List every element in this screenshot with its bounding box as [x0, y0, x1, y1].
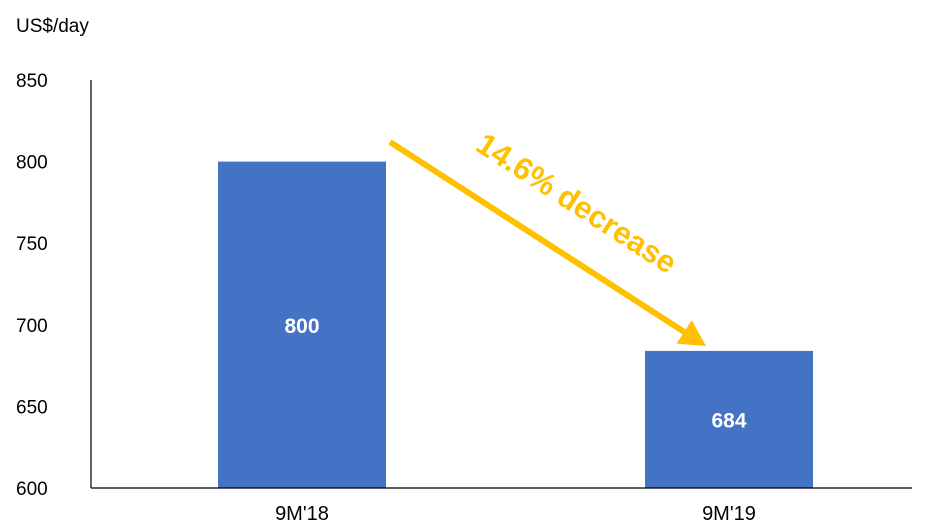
y-tick-label: 800: [16, 153, 48, 174]
bar-data-label: 800: [284, 315, 319, 338]
decrease-arrow: [388, 139, 686, 335]
bar: [645, 350, 813, 488]
bars: [218, 161, 813, 488]
y-tick-label: 750: [16, 234, 48, 255]
bar-data-label: 684: [711, 409, 746, 432]
y-tick-label: 700: [16, 316, 48, 337]
y-tick-label: 600: [16, 479, 48, 500]
y-tick-label: 850: [16, 71, 48, 92]
x-axis-categories: 9M'18 9M'19: [275, 503, 756, 525]
bar: [218, 161, 386, 488]
y-axis-unit-label: US$/day: [16, 16, 89, 37]
y-tick-label: 650: [16, 397, 48, 418]
y-axis-ticks: 600 650 700 750 800 850: [16, 71, 48, 500]
decrease-arrow-head: [676, 320, 706, 346]
decrease-annotation-text: 14.6% decrease: [470, 126, 683, 281]
data-labels: 800 684: [284, 315, 746, 433]
x-category-label: 9M'18: [275, 503, 329, 525]
x-category-label: 9M'19: [702, 503, 756, 525]
decrease-annotation: 14.6% decrease: [388, 126, 706, 346]
